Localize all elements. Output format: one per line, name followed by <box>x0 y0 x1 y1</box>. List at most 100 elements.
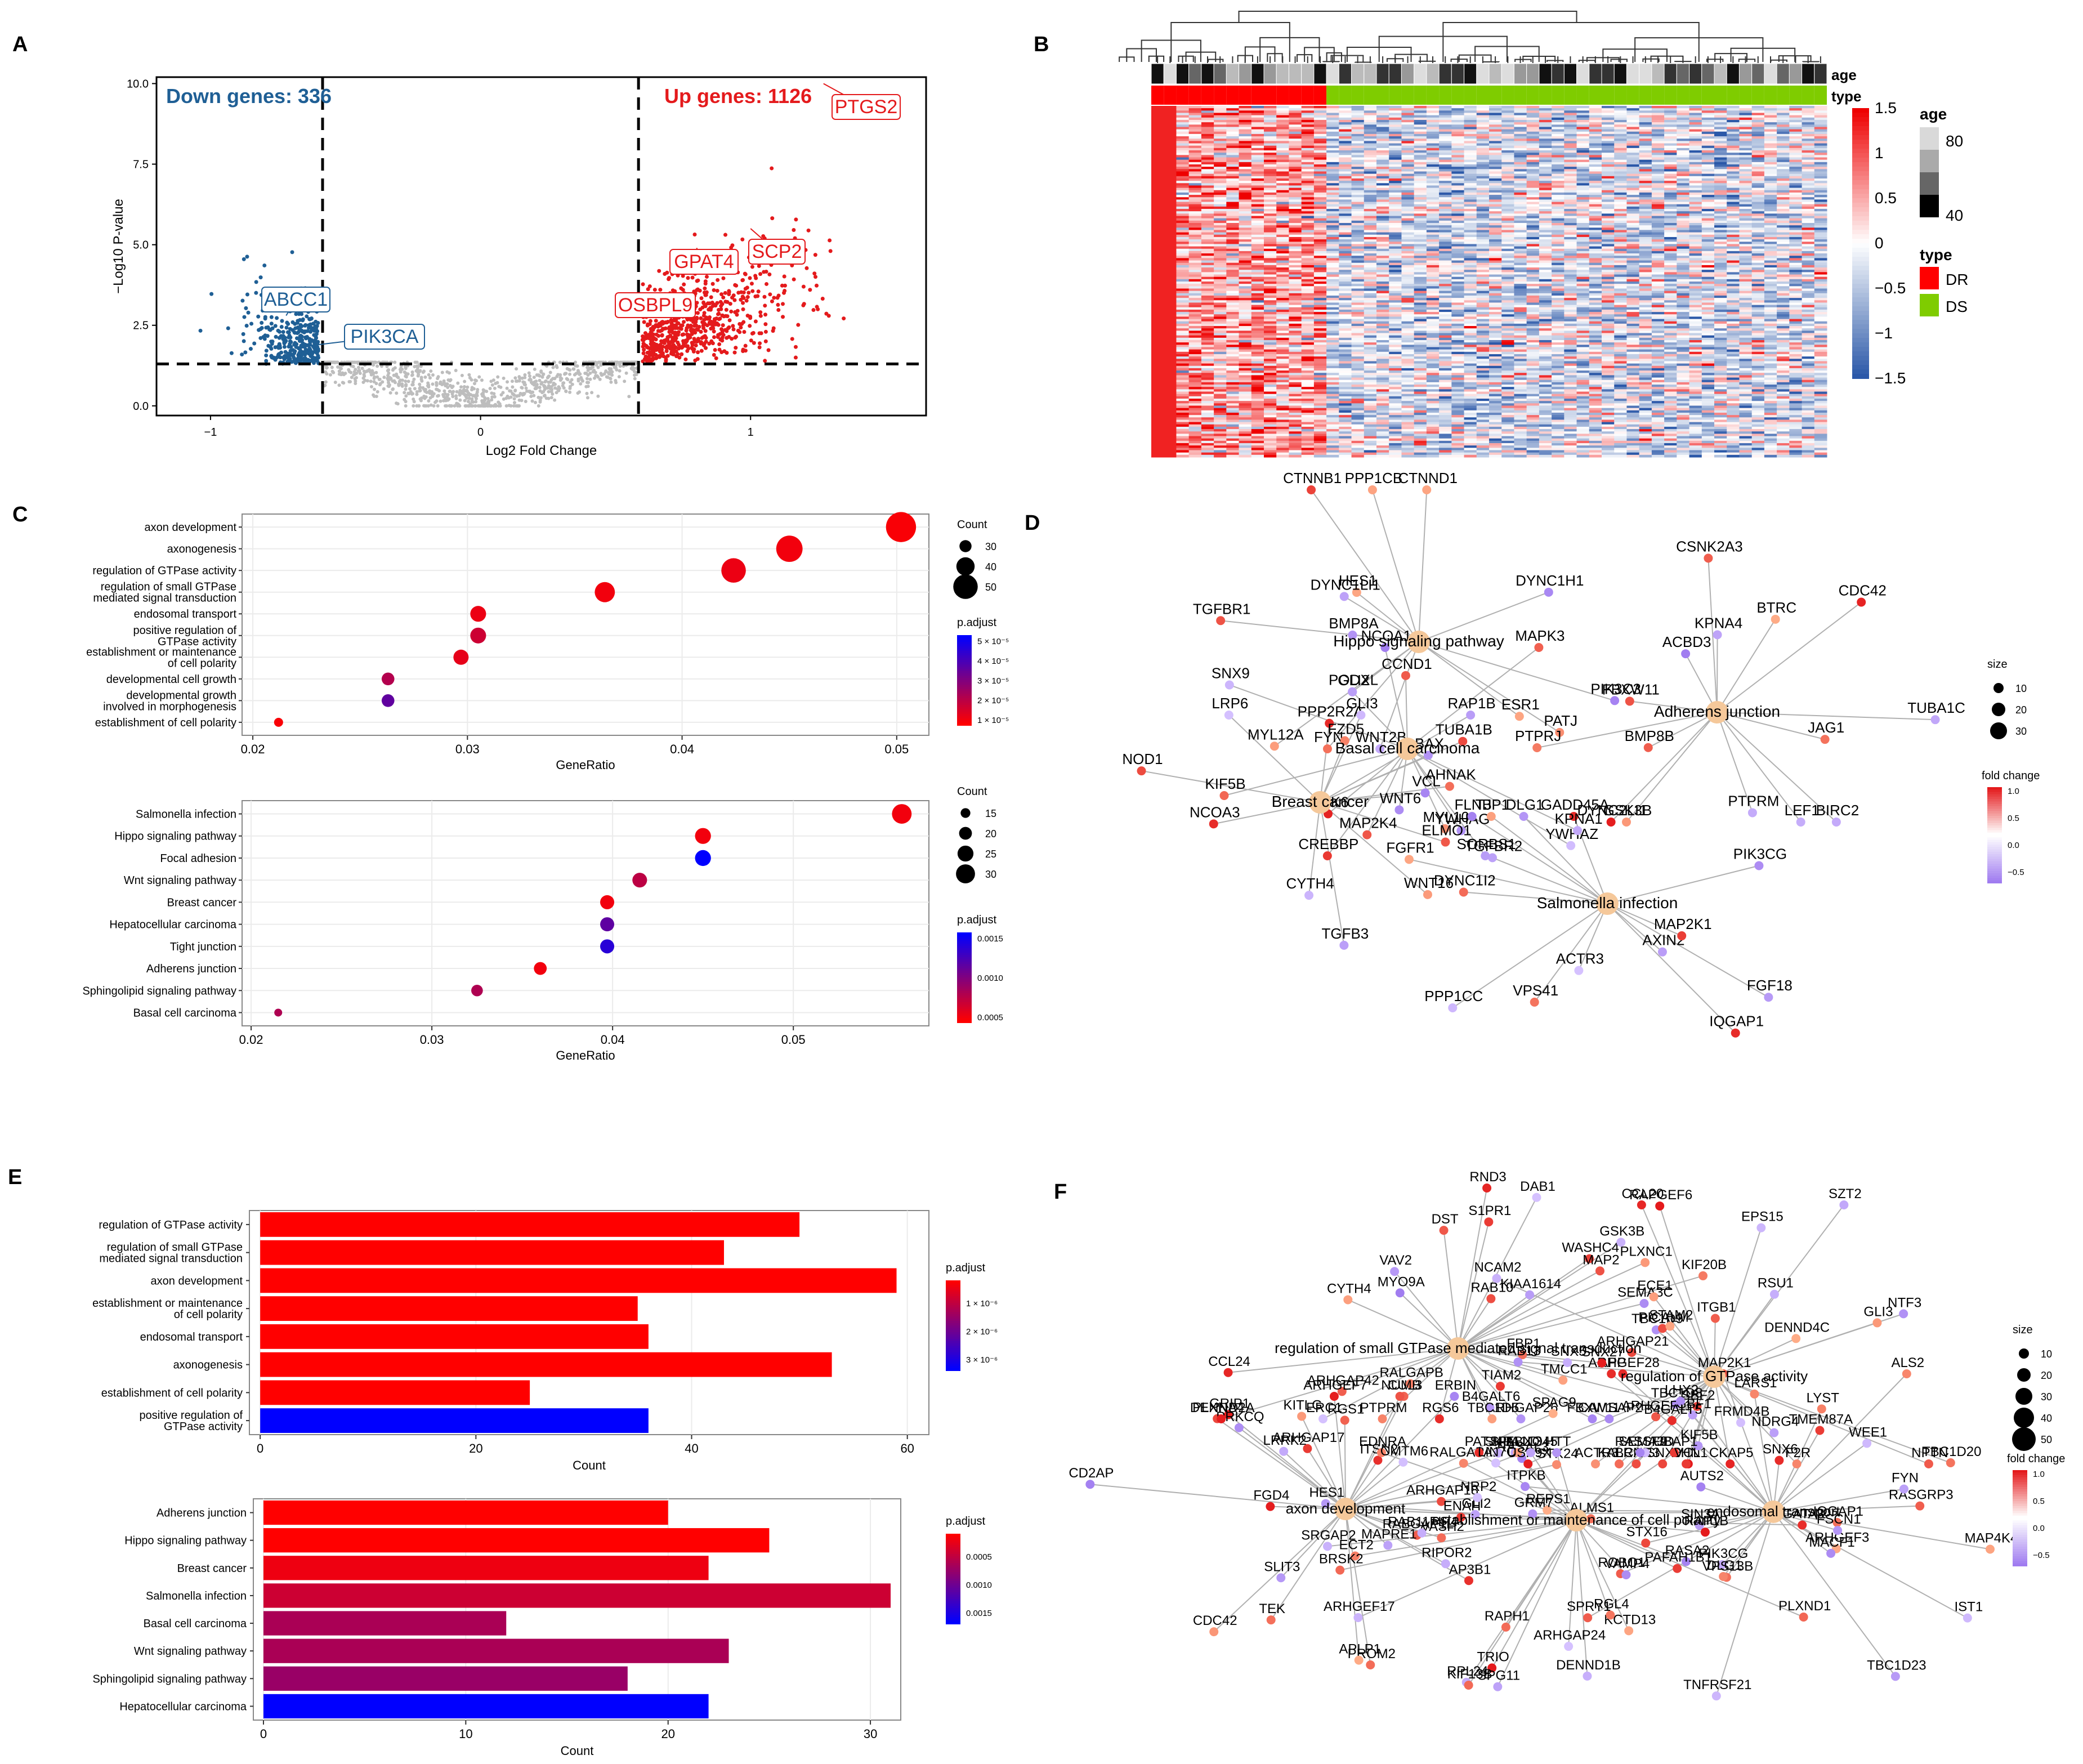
heatmap-cell <box>1251 164 1264 167</box>
heatmap-cell <box>1514 176 1527 179</box>
heatmap-cell <box>1276 119 1289 123</box>
heatmap-cell <box>1689 183 1702 186</box>
heatmap-cell <box>1802 202 1815 205</box>
heatmap-cell <box>1476 225 1490 228</box>
heatmap-cell <box>1239 164 1252 167</box>
point-ns <box>520 376 524 380</box>
heatmap-cell <box>1188 190 1202 193</box>
point-up <box>700 336 704 340</box>
heatmap-cell <box>1239 113 1252 116</box>
heatmap-cell <box>1639 153 1652 155</box>
point-up <box>656 333 661 338</box>
heatmap-cell <box>1401 136 1415 139</box>
point-ns <box>627 395 631 399</box>
heatmap-cell <box>1552 178 1565 181</box>
heatmap-cell <box>1701 213 1715 217</box>
heatmap-cell <box>1576 202 1590 205</box>
heatmap-cell <box>1664 141 1677 144</box>
age-cell <box>1451 63 1465 84</box>
point-ns <box>404 387 408 391</box>
heatmap-cell <box>1301 122 1315 125</box>
type-cell <box>1751 86 1764 105</box>
age-cell <box>1726 63 1740 84</box>
heatmap-cell <box>1451 119 1465 123</box>
age-cell <box>1288 63 1302 84</box>
heatmap-cell <box>1376 153 1389 155</box>
heatmap-cell <box>1201 216 1214 219</box>
heatmap-cell <box>1664 173 1677 177</box>
heatmap-cell <box>1789 209 1803 212</box>
heatmap-cell <box>1239 225 1252 228</box>
heatmap-cell <box>1489 169 1502 172</box>
point-up <box>685 326 689 331</box>
heatmap-cell <box>1339 211 1352 214</box>
age-cell <box>1651 63 1665 84</box>
heatmap-cell <box>1239 108 1252 111</box>
heatmap-cell <box>1739 148 1753 151</box>
heatmap-cell <box>1176 223 1190 226</box>
heatmap-cell <box>1188 155 1202 158</box>
heatmap-cell <box>1777 197 1790 200</box>
heatmap-cell <box>1727 159 1740 163</box>
point-up <box>775 296 780 300</box>
heatmap-cell <box>1526 133 1540 137</box>
heatmap-cell <box>1151 171 1164 175</box>
heatmap-cell <box>1226 178 1240 181</box>
heatmap-cell <box>1201 110 1214 113</box>
type-cell <box>1426 86 1440 105</box>
heatmap-cell <box>1814 159 1827 163</box>
heatmap-cell <box>1701 199 1715 203</box>
heatmap-cell <box>1714 197 1727 200</box>
heatmap-cell <box>1301 190 1315 193</box>
point-ns <box>617 375 621 379</box>
heatmap-cell <box>1289 117 1302 120</box>
heatmap-cell <box>1289 153 1302 155</box>
heatmap-cell <box>1464 218 1477 221</box>
heatmap-cell <box>1214 113 1227 116</box>
heatmap-cell <box>1239 124 1252 127</box>
heatmap-cell <box>1564 206 1577 209</box>
heatmap-cell <box>1264 211 1277 214</box>
heatmap-cell <box>1426 153 1440 155</box>
point-ns <box>369 379 373 383</box>
heatmap-cell <box>1564 133 1577 137</box>
heatmap-cell <box>1614 169 1627 172</box>
point-ns <box>403 370 406 374</box>
point-ns <box>486 397 490 401</box>
heatmap-cell <box>1164 141 1177 144</box>
heatmap-cell <box>1439 115 1452 118</box>
heatmap-cell <box>1476 187 1490 191</box>
type-cell <box>1339 86 1352 105</box>
point-up <box>703 282 708 286</box>
point-ns <box>466 400 470 404</box>
heatmap-cell <box>1326 190 1339 193</box>
heatmap-cell <box>1501 220 1514 224</box>
type-cell <box>1264 86 1277 105</box>
point-ns <box>451 385 455 388</box>
heatmap-cell <box>1201 169 1214 172</box>
point-ns <box>543 380 547 384</box>
heatmap-cell <box>1326 119 1339 123</box>
heatmap-cell <box>1426 162 1440 165</box>
heatmap-cell <box>1426 155 1440 158</box>
point-ns <box>574 360 578 364</box>
heatmap-cell <box>1639 139 1652 141</box>
heatmap-cell <box>1489 155 1502 158</box>
heatmap-cell <box>1489 148 1502 151</box>
heatmap-cell <box>1339 204 1352 207</box>
heatmap-cell <box>1214 133 1227 137</box>
heatmap-cell <box>1351 115 1365 118</box>
heatmap-cell <box>1451 206 1465 209</box>
point-up <box>740 278 745 283</box>
heatmap-cell <box>1289 155 1302 158</box>
heatmap-cell <box>1639 122 1652 125</box>
heatmap-cell <box>1764 148 1777 151</box>
heatmap-cell <box>1814 141 1827 144</box>
point-up <box>744 298 749 303</box>
heatmap-cell <box>1439 159 1452 163</box>
heatmap-cell <box>1651 223 1665 226</box>
heatmap-cell <box>1464 153 1477 155</box>
heatmap-cell <box>1301 195 1315 198</box>
point-ns <box>547 384 551 388</box>
heatmap-cell <box>1514 211 1527 214</box>
